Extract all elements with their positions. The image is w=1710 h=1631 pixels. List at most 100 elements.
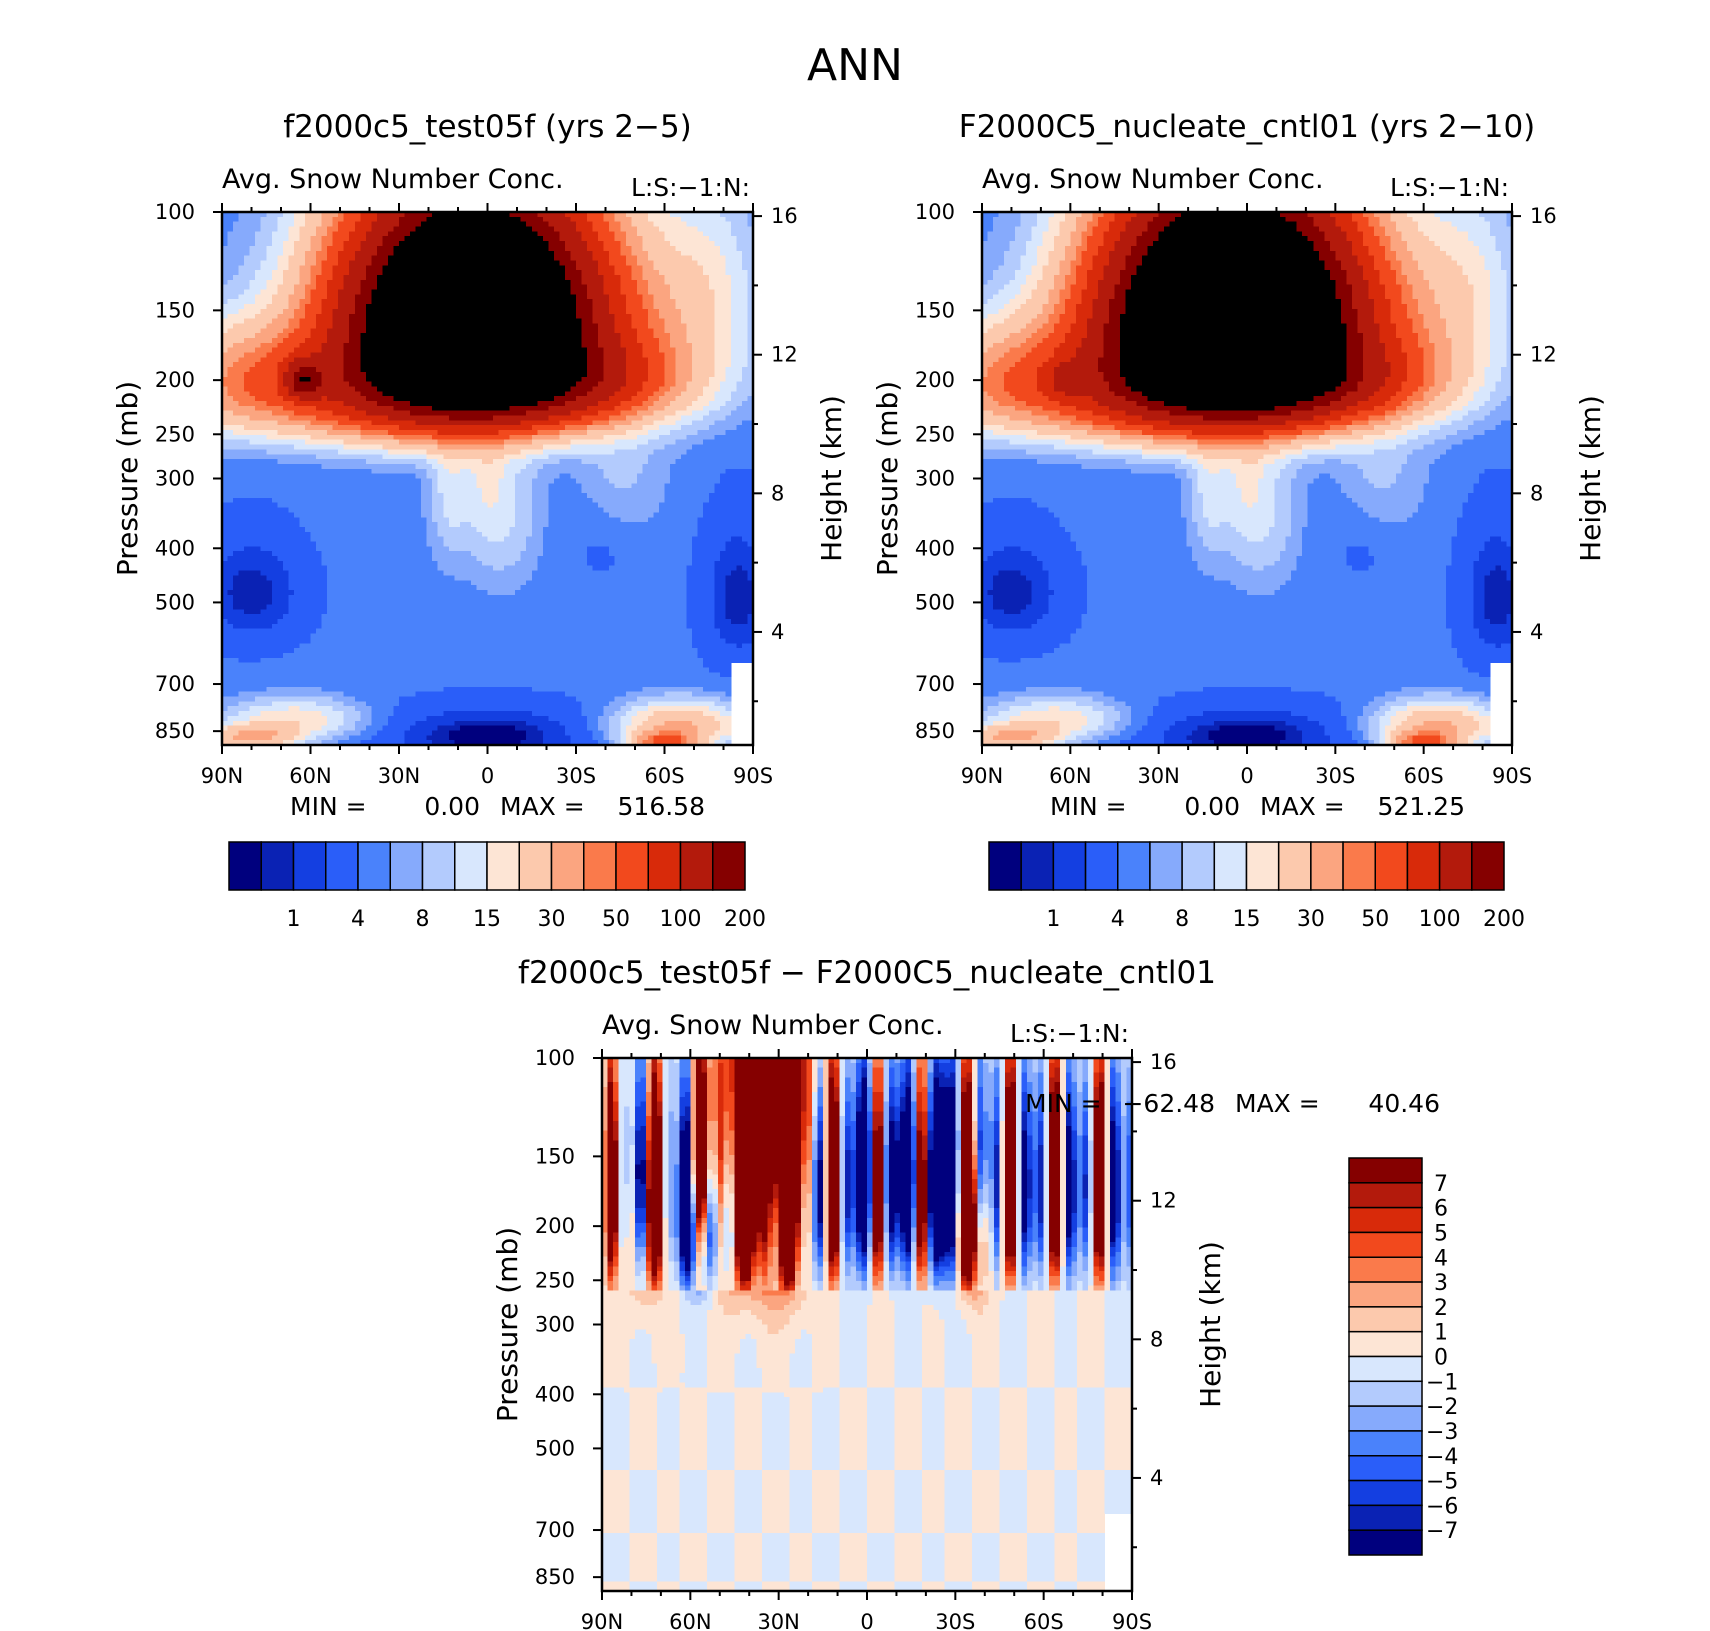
heatmap-cell [708,289,715,295]
heatmap-cell [443,352,450,358]
heatmap-cell [719,294,726,300]
heatmap-cell [321,241,328,247]
heatmap-cell [360,415,367,421]
heatmap-cell [681,410,688,417]
heatmap-cell [537,333,544,339]
heatmap-cell [526,367,533,373]
heatmap-cell [399,270,406,276]
heatmap-cell [299,371,306,378]
heatmap-cell [493,245,500,252]
heatmap-cell [747,212,754,218]
heatmap-cell [564,318,572,325]
heatmap-cell [548,279,555,286]
heatmap-cell [299,308,306,315]
heatmap-cell [537,231,544,237]
heatmap-cell [327,270,334,276]
heatmap-cell [647,386,655,392]
heatmap-cell [415,304,422,310]
heatmap-cell [255,449,262,455]
heatmap-cell [747,221,754,228]
heatmap-cell [515,231,522,237]
heatmap-cell [714,279,721,286]
heatmap-cell [382,391,389,397]
heatmap-cell [260,337,267,344]
heatmap-cell [349,352,356,358]
heatmap-cell [387,231,395,237]
heatmap-cell [404,352,411,358]
heatmap-cell [509,396,516,402]
heatmap-cell [338,308,345,315]
heatmap-cell [614,250,621,257]
heatmap-cell [559,434,566,441]
heatmap-cell [736,313,743,320]
heatmap-cell [625,279,632,286]
heatmap-cell [393,381,400,388]
heatmap-cell [437,381,444,388]
heatmap-cell [382,323,389,329]
heatmap-cell [343,255,350,262]
heatmap-cell [288,371,295,378]
heatmap-cell [587,444,594,451]
heatmap-cell [271,245,278,252]
heatmap-cell [299,284,306,291]
heatmap-cell [603,386,610,392]
heatmap-cell [719,434,726,441]
heatmap-cell [282,352,289,358]
heatmap-cell [719,454,726,460]
heatmap-cell [432,357,439,363]
heatmap-cell [288,454,295,460]
heatmap-cell [410,260,417,266]
heatmap-cell [481,245,489,252]
heatmap-cell [454,221,461,228]
heatmap-cell [614,299,621,305]
heatmap-cell [598,376,605,383]
heatmap-cell [570,342,577,349]
heatmap-cell [504,241,511,247]
heatmap-cell [255,381,262,388]
heatmap-cell [493,250,500,257]
heatmap-cell [399,405,406,412]
heatmap-cell [316,260,323,266]
heatmap-cell [564,444,572,451]
heatmap-cell [382,439,389,446]
heatmap-cell [238,284,245,291]
heatmap-cell [255,328,262,334]
heatmap-cell [581,439,588,446]
heatmap-cell [719,405,726,412]
heatmap-cell [686,221,693,228]
heatmap-cell [741,216,749,223]
heatmap-cell [515,405,522,412]
heatmap-cell [360,294,367,300]
heatmap-cell [277,410,284,417]
heatmap-cell [343,347,350,354]
heatmap-cell [675,308,682,315]
heatmap-cell [288,308,295,315]
heatmap-cell [282,212,289,218]
heatmap-cell [470,226,478,232]
heatmap-cell [625,444,632,451]
heatmap-cell [603,454,610,460]
heatmap-cell [299,386,306,392]
heatmap-cell [719,241,726,247]
heatmap-cell [465,250,472,257]
heatmap-cell [670,294,677,300]
heatmap-cell [343,236,350,242]
heatmap-cell [730,439,738,446]
heatmap-cell [365,444,372,451]
heatmap-cell [271,308,278,315]
heatmap-cell [664,212,671,218]
heatmap-cell [293,367,301,373]
heatmap-cell [321,342,328,349]
heatmap-cell [421,396,428,402]
heatmap-cell [371,357,378,363]
heatmap-cell [719,289,726,295]
heatmap-cell [316,396,323,402]
heatmap-cell [293,400,301,407]
heatmap-cell [730,236,738,242]
heatmap-cell [316,216,323,223]
heatmap-cell [454,362,461,368]
heatmap-cell [371,376,378,383]
heatmap-cell [481,434,489,441]
heatmap-cell [349,236,356,242]
heatmap-cell [741,386,749,392]
